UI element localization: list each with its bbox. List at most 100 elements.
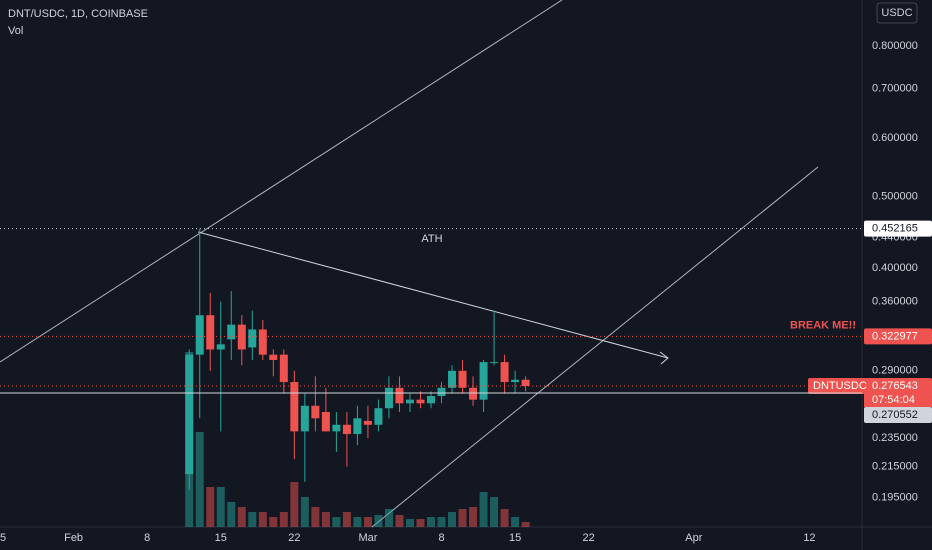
x-tick-label: 25 — [0, 532, 6, 544]
chart-title: DNT/USDC, 1D, COINBASE — [8, 8, 148, 20]
prev-price-label-box — [864, 407, 932, 424]
candle-body — [395, 387, 404, 404]
countdown-label: 07:54:04 — [872, 394, 915, 406]
volume-bar — [237, 507, 246, 527]
y-tick-label: 0.600000 — [872, 132, 918, 144]
candle-body — [511, 379, 520, 383]
candle-body — [185, 354, 194, 475]
x-tick-label: Mar — [358, 532, 377, 544]
volume-bar — [342, 512, 351, 527]
volume-bar — [332, 517, 341, 527]
volume-bar — [384, 509, 393, 527]
candle-body — [258, 329, 267, 355]
volume-bar — [258, 512, 267, 527]
candle-body — [321, 411, 330, 432]
current-price-label: 0.276543 — [872, 380, 918, 392]
candle-body — [521, 379, 530, 387]
candle-body — [384, 387, 393, 409]
break-price-label: 0.322977 — [872, 330, 918, 342]
candle-body — [216, 344, 225, 350]
arrow-head — [659, 351, 669, 365]
candle-body — [206, 315, 215, 350]
currency-label: USDC — [881, 7, 912, 19]
candle-body — [479, 362, 488, 400]
candle-body — [195, 315, 204, 355]
candle-body — [300, 405, 309, 432]
x-tick-label: 22 — [288, 532, 300, 544]
volume-bar — [195, 432, 204, 527]
y-tick-label: 0.290000 — [872, 365, 918, 377]
volume-bar — [300, 497, 309, 527]
volume-bar — [269, 517, 278, 527]
x-tick-label: 15 — [215, 532, 227, 544]
volume-bar — [311, 507, 320, 527]
ath-price-label: 0.452165 — [872, 223, 918, 235]
drawings — [0, 0, 819, 528]
channel-top-line — [0, 0, 563, 363]
x-tick-label: Apr — [685, 532, 702, 544]
x-tick-label: 22 — [583, 532, 595, 544]
volume-bar — [206, 487, 215, 527]
candle-body — [363, 420, 372, 425]
volume-bar — [448, 512, 457, 527]
volume-bar — [416, 519, 425, 527]
volume-bar — [374, 515, 383, 527]
prev-price-label: 0.270552 — [872, 409, 918, 421]
y-tick-label: 0.700000 — [872, 83, 918, 95]
volume-bar — [469, 507, 478, 527]
volume-label: Vol — [8, 25, 23, 37]
x-tick-label: 8 — [438, 532, 444, 544]
plot-layer: 0.8000000.7000000.6000000.5000000.440000… — [0, 40, 932, 504]
ath-price-label-box — [864, 220, 932, 237]
candle-body — [237, 324, 246, 350]
volume-bar — [479, 492, 488, 527]
candle-body — [311, 405, 320, 419]
candle-body — [427, 396, 435, 404]
x-tick-label: 15 — [509, 532, 521, 544]
volume-bar — [490, 497, 499, 527]
candle-body — [227, 324, 236, 340]
channel-bottom-line — [371, 166, 819, 528]
x-tick-label: 12 — [803, 532, 815, 544]
candle-body — [269, 354, 278, 360]
y-tick-label: 0.400000 — [872, 262, 918, 274]
candle-body — [405, 399, 414, 404]
candle-body — [437, 387, 446, 397]
volume-bar — [290, 482, 299, 527]
volume-bar — [511, 517, 520, 527]
candle-body — [500, 362, 509, 383]
volume-bar — [427, 517, 435, 527]
volume-bar — [279, 512, 288, 527]
volume-bar — [458, 509, 467, 527]
volume-bar — [395, 515, 404, 527]
volume-bar — [321, 512, 330, 527]
volume-bar — [216, 487, 225, 527]
volume-bar — [437, 517, 446, 527]
y-tick-label: 0.195000 — [872, 492, 918, 504]
candle-body — [248, 329, 257, 348]
candle-body — [469, 387, 478, 400]
ath-annotation: ATH — [421, 233, 442, 245]
volume-bar — [521, 522, 530, 527]
volume-bar — [500, 509, 509, 527]
volume-bar — [353, 517, 362, 527]
current-price-name: DNTUSDC — [813, 380, 867, 392]
currency-badge[interactable] — [876, 2, 918, 24]
y-tick-label: 0.215000 — [872, 460, 918, 472]
resistance-line — [197, 231, 669, 359]
countdown-box — [864, 393, 932, 408]
x-tick-label: Feb — [64, 532, 83, 544]
volume-bar — [363, 517, 372, 527]
candle-body — [416, 399, 425, 404]
volume-bar — [405, 519, 414, 527]
x-tick-label: 8 — [144, 532, 150, 544]
y-tick-label: 0.235000 — [872, 432, 918, 444]
candle-body — [458, 370, 467, 388]
volume-bar — [227, 502, 236, 527]
candle-body — [490, 362, 499, 364]
y-tick-label: 0.360000 — [872, 296, 918, 308]
candle-body — [374, 408, 383, 425]
candle-body — [353, 418, 362, 435]
